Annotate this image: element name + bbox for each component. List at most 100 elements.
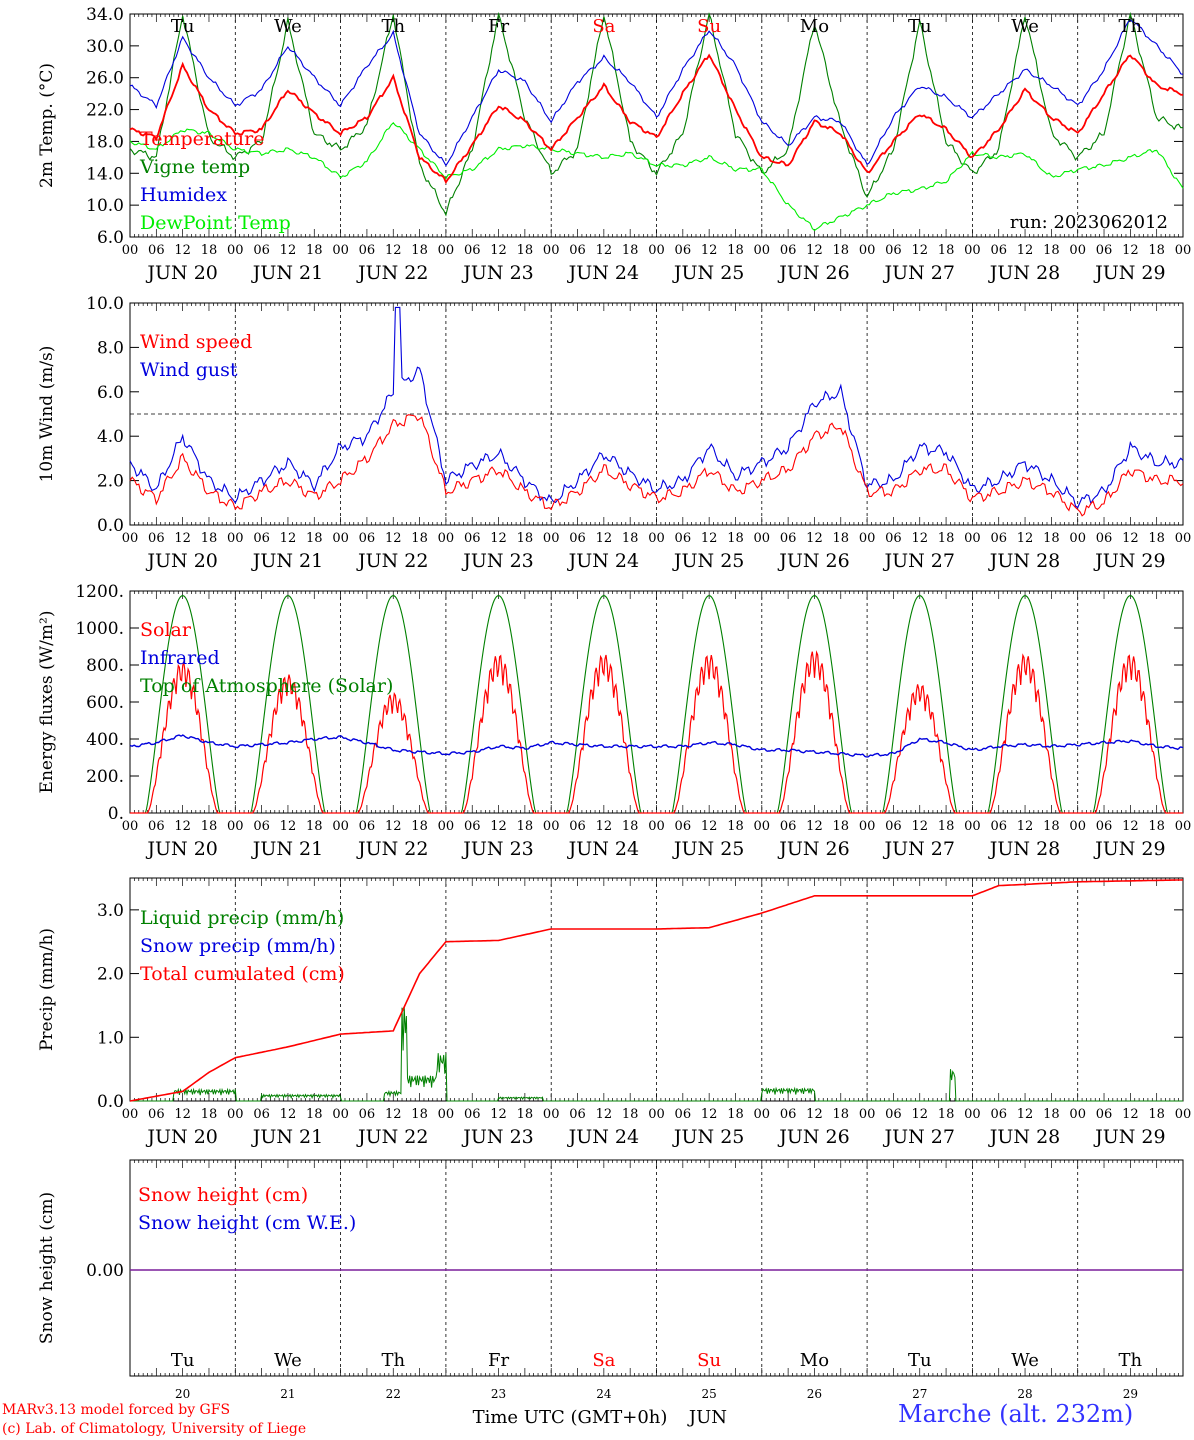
- legend-entry: Vigne temp: [139, 156, 250, 178]
- hour-tick-label: 12: [806, 243, 823, 258]
- hour-tick-label: 18: [833, 819, 850, 834]
- hour-tick-label: 12: [174, 243, 191, 258]
- hour-tick-label: 12: [806, 1107, 823, 1122]
- hour-tick-label: 00: [1175, 243, 1192, 258]
- hour-tick-label: 00: [543, 819, 560, 834]
- hour-tick-label: 00: [332, 819, 349, 834]
- date-label: JUN 29: [1093, 550, 1165, 572]
- date-label: JUN 21: [251, 838, 323, 860]
- hour-tick-label: 12: [911, 1107, 928, 1122]
- hour-tick-label: 12: [174, 819, 191, 834]
- date-label: JUN 26: [777, 838, 849, 860]
- date-label: JUN 20: [145, 262, 217, 284]
- y-axis-label: 2m Temp. (°C): [37, 63, 57, 188]
- date-label: JUN 22: [356, 1126, 428, 1148]
- hour-tick-label: 00: [859, 531, 876, 546]
- hour-tick-label: 00: [1175, 819, 1192, 834]
- series-line: [129, 11, 1184, 217]
- day-number-label: 24: [596, 1387, 612, 1401]
- date-label: JUN 22: [356, 262, 428, 284]
- hour-tick-label: 00: [648, 819, 665, 834]
- hour-tick-label: 06: [464, 531, 481, 546]
- legend-entry: Wind speed: [140, 331, 252, 353]
- hour-tick-label: 00: [543, 1107, 560, 1122]
- hour-tick-label: 12: [596, 531, 613, 546]
- hour-tick-label: 06: [569, 243, 586, 258]
- hour-tick-label: 18: [833, 531, 850, 546]
- hour-tick-label: 18: [306, 1107, 323, 1122]
- day-number-label: 20: [175, 1387, 190, 1401]
- hour-tick-label: 06: [464, 1107, 481, 1122]
- legend-entry: Wind gust: [140, 359, 238, 381]
- hour-tick-label: 06: [569, 819, 586, 834]
- hour-tick-label: 12: [701, 819, 718, 834]
- date-label: JUN 26: [777, 1126, 849, 1148]
- hour-tick-label: 18: [201, 243, 218, 258]
- hour-tick-label: 18: [517, 531, 534, 546]
- series-line: [129, 734, 1184, 758]
- hour-tick-label: 06: [990, 1107, 1007, 1122]
- series-line: [129, 19, 1184, 167]
- day-number-label: 21: [280, 1387, 295, 1401]
- hour-tick-label: 12: [596, 243, 613, 258]
- y-tick-label: 6.0: [97, 383, 124, 403]
- weekday-label: Mo: [800, 16, 829, 37]
- hour-tick-label: 12: [701, 243, 718, 258]
- date-label: JUN 24: [567, 838, 639, 860]
- date-label: JUN 25: [672, 550, 744, 572]
- date-label: JUN 20: [145, 838, 217, 860]
- hour-tick-label: 06: [675, 819, 692, 834]
- legend-entry: Liquid precip (mm/h): [140, 907, 344, 929]
- y-tick-label: 1000.: [75, 619, 124, 639]
- hour-tick-label: 18: [727, 819, 744, 834]
- y-axis-label: Snow height (cm): [37, 1192, 57, 1344]
- weekday-label: Tu: [908, 1350, 932, 1371]
- hour-tick-label: 06: [885, 243, 902, 258]
- hour-tick-label: 12: [490, 819, 507, 834]
- hour-tick-label: 12: [280, 819, 297, 834]
- y-tick-label: 34.0: [86, 5, 124, 25]
- series-line: [129, 121, 1184, 232]
- hour-tick-label: 06: [990, 531, 1007, 546]
- hour-tick-label: 12: [385, 1107, 402, 1122]
- hour-tick-label: 06: [675, 1107, 692, 1122]
- day-number-label: 27: [912, 1387, 927, 1401]
- y-axis-label: Precip (mm/h): [37, 928, 57, 1051]
- y-tick-label: 600.: [86, 693, 124, 713]
- y-tick-label: 6.0: [97, 228, 124, 248]
- day-number-label: 26: [807, 1387, 822, 1401]
- hour-tick-label: 00: [1069, 1107, 1086, 1122]
- hour-tick-label: 06: [885, 1107, 902, 1122]
- y-tick-label: 200.: [86, 767, 124, 787]
- legend-entry: Top of Atmosphere (Solar): [140, 675, 393, 697]
- legend-entry: Total cumulated (cm): [140, 963, 345, 985]
- hour-tick-label: 00: [122, 819, 139, 834]
- hour-tick-label: 12: [806, 531, 823, 546]
- date-label: JUN 23: [461, 838, 533, 860]
- hour-tick-label: 06: [885, 819, 902, 834]
- hour-tick-label: 18: [1043, 243, 1060, 258]
- hour-tick-label: 06: [148, 531, 165, 546]
- hour-tick-label: 00: [1175, 1107, 1192, 1122]
- hour-tick-label: 06: [780, 819, 797, 834]
- hour-tick-label: 06: [780, 531, 797, 546]
- date-label: JUN 27: [883, 262, 955, 284]
- date-label: JUN 24: [567, 262, 639, 284]
- y-tick-label: 0.0: [97, 1092, 124, 1112]
- hour-tick-label: 06: [885, 531, 902, 546]
- hour-tick-label: 18: [411, 243, 428, 258]
- hour-tick-label: 18: [1148, 819, 1165, 834]
- day-number-label: 28: [1017, 1387, 1032, 1401]
- y-axis-label: Energy fluxes (W/m²): [37, 611, 57, 794]
- hour-tick-label: 12: [1017, 531, 1034, 546]
- hour-tick-label: 18: [306, 531, 323, 546]
- hour-tick-label: 06: [148, 243, 165, 258]
- y-tick-label: 4.0: [97, 427, 124, 447]
- run-annotation: run: 2023062012: [1010, 212, 1168, 233]
- hour-tick-label: 06: [1096, 531, 1113, 546]
- hour-tick-label: 06: [148, 1107, 165, 1122]
- station-name: Marche (alt. 232m): [898, 1400, 1134, 1428]
- hour-tick-label: 00: [648, 531, 665, 546]
- hour-tick-label: 18: [727, 531, 744, 546]
- hour-tick-label: 18: [1148, 1107, 1165, 1122]
